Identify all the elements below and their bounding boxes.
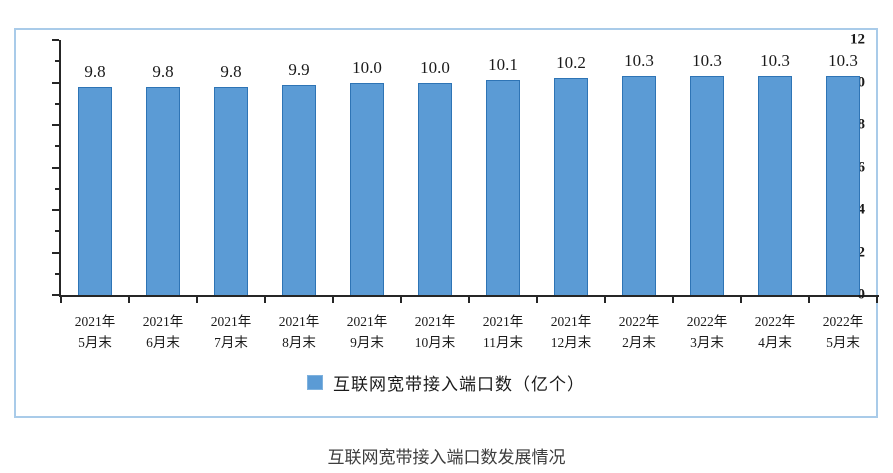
y-axis-tick [55, 60, 59, 63]
x-axis-category-label: 2021年 8月末 [278, 314, 320, 350]
x-axis-category-label: 2021年 5月末 [74, 314, 116, 350]
bar-value-label: 9.8 [152, 61, 174, 81]
x-axis-tick [808, 297, 810, 303]
y-axis-tick [52, 251, 59, 254]
legend-label: 互联网宽带接入端口数（亿个） [333, 375, 585, 394]
x-axis-tick [604, 297, 606, 303]
x-axis-category-label: 2022年 2月末 [618, 314, 660, 350]
y-axis-tick [55, 145, 59, 148]
x-axis-tick [332, 297, 334, 303]
y-axis-tick-label: 4 [857, 201, 866, 218]
bar-category: 10.0 [333, 40, 401, 295]
bar-category: 10.3 [605, 40, 673, 295]
x-axis-category-label: 2021年 6月末 [142, 314, 184, 350]
x-axis-tick [468, 297, 470, 303]
bar-value-label: 10.3 [828, 51, 858, 71]
x-axis-category-label: 2021年 12月末 [550, 314, 592, 350]
y-axis-tick [55, 102, 59, 105]
bar [826, 76, 860, 295]
y-axis-tick [55, 230, 59, 233]
bar [758, 76, 792, 295]
x-axis-category-label: 2022年 3月末 [686, 314, 728, 350]
legend-swatch-icon [307, 375, 323, 390]
x-axis-category-label: 2021年 11月末 [482, 314, 524, 350]
bar-value-label: 10.3 [624, 51, 654, 71]
y-axis-tick-label: 8 [857, 116, 866, 133]
x-axis-tick [400, 297, 402, 303]
bar-category: 9.8 [197, 40, 265, 295]
bar-category: 10.2 [537, 40, 605, 295]
bar [214, 86, 248, 295]
bar-category: 9.8 [61, 40, 129, 295]
x-axis-category-label: 2021年 7月末 [210, 314, 252, 350]
bar-value-label: 10.2 [556, 53, 586, 73]
x-axis-tick [60, 297, 62, 303]
x-axis-tick [128, 297, 130, 303]
x-axis-tick [536, 297, 538, 303]
bar [486, 80, 520, 295]
bar-category: 10.3 [741, 40, 809, 295]
bar [622, 76, 656, 295]
chart-legend: 互联网宽带接入端口数（亿个） [16, 370, 876, 395]
y-axis-tick-label: 2 [857, 244, 866, 260]
bar-value-label: 10.0 [352, 57, 382, 77]
bar-category: 10.3 [809, 40, 877, 295]
y-axis-tick [52, 124, 59, 126]
y-axis-tick [55, 187, 59, 190]
x-axis-tick [264, 297, 266, 303]
y-axis-tick [52, 166, 59, 169]
y-axis-tick-label: 12 [850, 31, 865, 48]
bar-category: 9.9 [265, 40, 333, 295]
x-axis-category-label: 2022年 4月末 [754, 314, 796, 350]
x-axis-category-label: 2021年 10月末 [414, 314, 456, 350]
x-axis-tick [876, 297, 878, 303]
bar-category: 10.1 [469, 40, 537, 295]
y-axis-tick [52, 294, 59, 296]
bar-value-label: 9.8 [220, 61, 242, 81]
y-axis-tick [52, 209, 59, 211]
x-axis-category-label: 2022年 5月末 [822, 314, 864, 350]
bar-category: 10.0 [401, 40, 469, 295]
bar-category: 10.3 [673, 40, 741, 295]
x-axis-category-label: 2021年 9月末 [346, 314, 388, 350]
bar [690, 76, 724, 295]
bar [282, 84, 316, 295]
x-axis-tick [196, 297, 198, 303]
y-axis-tick [52, 39, 59, 41]
y-axis-line [59, 40, 61, 297]
x-axis-tick [740, 297, 742, 303]
bar-value-label: 10.3 [760, 51, 790, 71]
bar [78, 86, 112, 295]
y-axis-tick-label: 0 [857, 286, 866, 303]
bar-category: 9.8 [129, 40, 197, 295]
chart-title-caption: 互联网宽带接入端口数发展情况 [327, 448, 566, 467]
x-axis-tick [672, 297, 674, 303]
y-axis-tick [55, 272, 59, 275]
bar-value-label: 9.9 [288, 59, 310, 79]
bar [554, 78, 588, 295]
bar [350, 82, 384, 295]
bar [418, 82, 452, 295]
bar-value-label: 10.3 [692, 51, 722, 71]
bar-value-label: 9.8 [84, 61, 106, 81]
x-axis-line [59, 295, 879, 297]
y-axis-tick [52, 81, 59, 84]
bar-value-label: 10.1 [488, 55, 518, 75]
bar-value-label: 10.0 [420, 57, 450, 77]
y-axis-tick-label: 6 [857, 159, 866, 175]
bar [146, 86, 180, 295]
